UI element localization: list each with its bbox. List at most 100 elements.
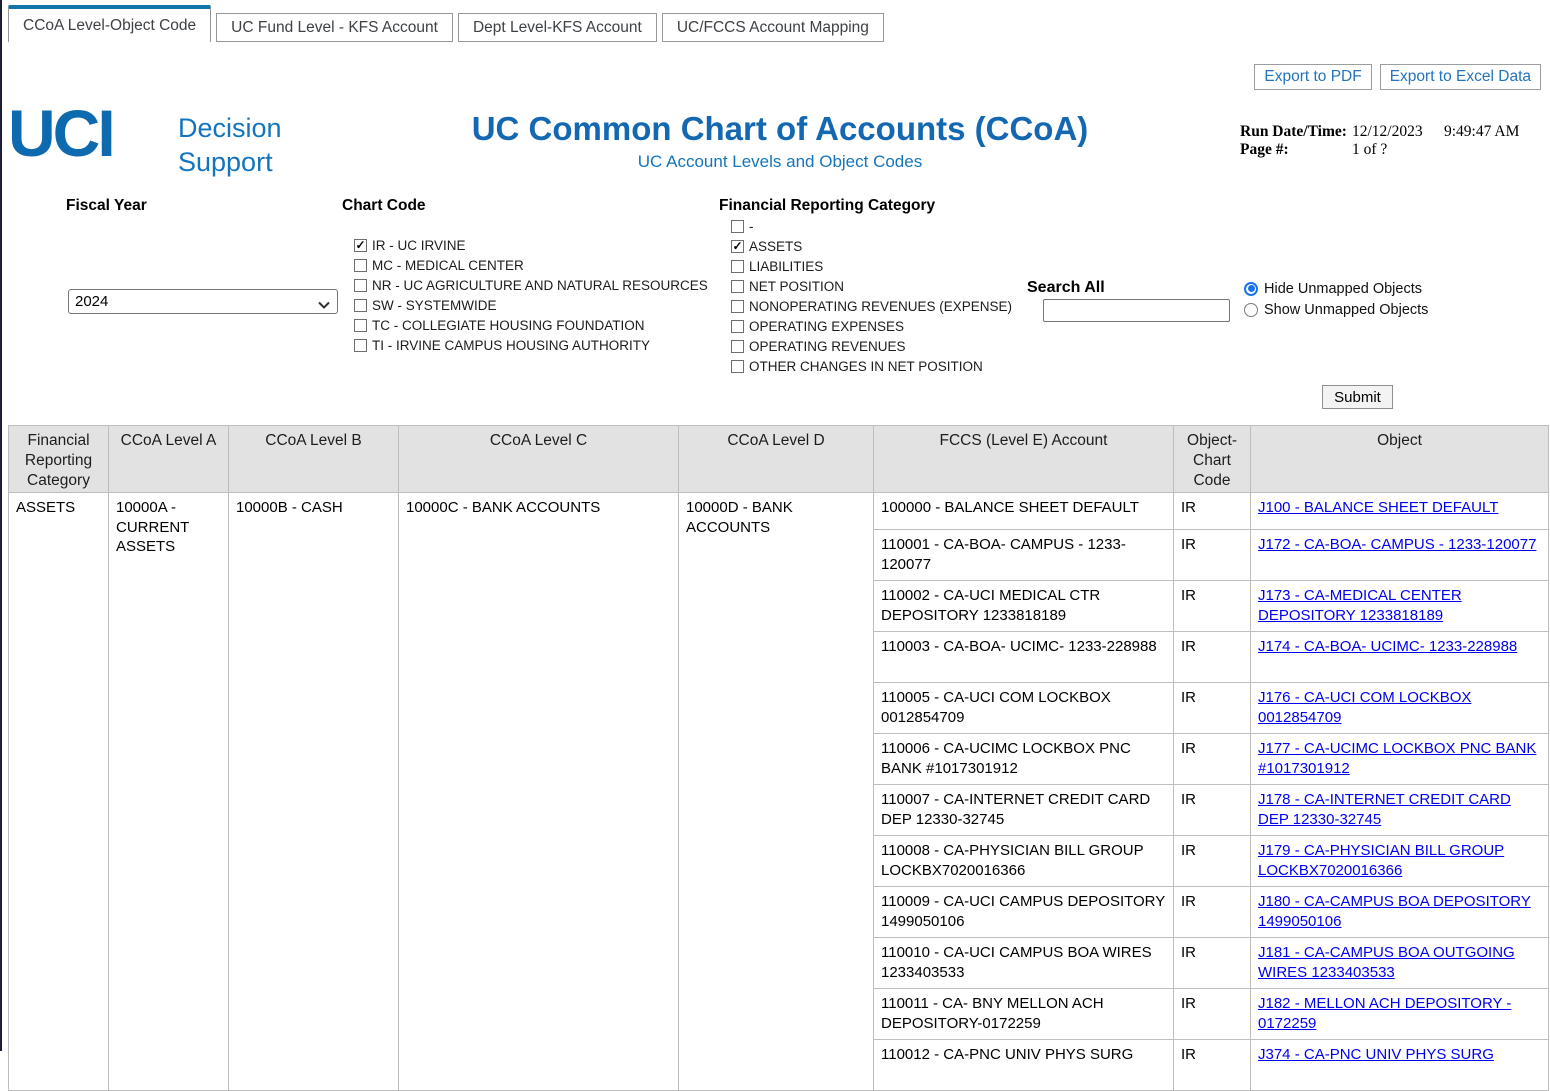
cell-fccs: 110005 - CA-UCI COM LOCKBOX 0012854709 [873,682,1174,734]
checkbox-box: ✓ [354,318,367,332]
object-link[interactable]: J176 - CA-UCI COM LOCKBOX 0012854709 [1258,689,1472,726]
fiscal-year-select[interactable]: 2024 [68,289,338,314]
run-info: Run Date/Time: 12/12/2023 9:49:47 AM Pag… [1240,123,1540,158]
checkbox-frc-liabilities[interactable]: ✓ LIABILITIES [731,259,1012,274]
run-time-value: 9:49:47 AM [1444,123,1520,140]
cell-object: J174 - CA-BOA- UCIMC- 1233-228988 [1250,631,1549,683]
logo-tagline: Decision Support [178,111,282,179]
cell-object: J172 - CA-BOA- CAMPUS - 1233-120077 [1250,529,1549,581]
table-row: 110005 - CA-UCI COM LOCKBOX 0012854709 I… [9,682,1549,734]
object-link[interactable]: J178 - CA-INTERNET CREDIT CARD DEP 12330… [1258,791,1511,828]
checkbox-frc-other-changes[interactable]: ✓ OTHER CHANGES IN NET POSITION [731,358,1012,374]
cell-chart-code: IR [1173,988,1251,1040]
cell-chart-code: IR [1173,682,1251,734]
run-date-label: Run Date/Time: [1240,123,1347,140]
radio-label: Show Unmapped Objects [1264,301,1429,318]
cell-fccs: 110002 - CA-UCI MEDICAL CTR DEPOSITORY 1… [873,580,1174,632]
cell-object: J180 - CA-CAMPUS BOA DEPOSITORY 14990501… [1250,886,1549,938]
cell-object: J173 - CA-MEDICAL CENTER DEPOSITORY 1233… [1250,580,1549,632]
checkbox-label: OPERATING EXPENSES [749,318,905,334]
submit-button[interactable]: Submit [1322,385,1393,409]
object-link[interactable]: J179 - CA-PHYSICIAN BILL GROUP LOCKBX702… [1258,842,1505,879]
cell-level-b-group: 10000B - CASH [228,492,399,1091]
table-row: 110009 - CA-UCI CAMPUS DEPOSITORY 149905… [9,886,1549,938]
object-link[interactable]: J174 - CA-BOA- UCIMC- 1233-228988 [1258,638,1518,655]
fiscal-year-label: Fiscal Year [66,197,147,214]
check-icon: ✓ [732,238,743,253]
checkbox-nr-uc-agriculture[interactable]: ✓ NR - UC AGRICULTURE AND NATURAL RESOUR… [354,277,708,293]
checkbox-box: ✓ [731,259,744,273]
checkbox-frc-operating-revenues[interactable]: ✓ OPERATING REVENUES [731,339,1012,354]
cell-fccs: 110001 - CA-BOA- CAMPUS - 1233-120077 [873,529,1174,581]
checkbox-label: TC - COLLEGIATE HOUSING FOUNDATION [372,317,645,333]
cell-fccs: 110010 - CA-UCI CAMPUS BOA WIRES 1233403… [873,937,1174,989]
tab-uc-fund-level-kfs-account[interactable]: UC Fund Level - KFS Account [216,13,453,42]
cell-fccs: 100000 - BALANCE SHEET DEFAULT [873,492,1174,530]
checkbox-box: ✓ [354,278,367,292]
object-link[interactable]: J182 - MELLON ACH DEPOSITORY - 0172259 [1258,995,1512,1032]
cell-object: J179 - CA-PHYSICIAN BILL GROUP LOCKBX702… [1250,835,1549,887]
accounts-table: Financial Reporting Category CCoA Level … [8,425,1549,1091]
tab-uc-fccs-account-mapping[interactable]: UC/FCCS Account Mapping [661,13,884,42]
cell-chart-code: IR [1173,580,1251,632]
cell-fccs: 110009 - CA-UCI CAMPUS DEPOSITORY 149905… [873,886,1174,938]
cell-object: J181 - CA-CAMPUS BOA OUTGOING WIRES 1233… [1250,937,1549,989]
table-row: ASSETS 10000A - CURRENT ASSETS 10000B - … [8,492,1549,1091]
cell-object: J374 - CA-PNC UNIV PHYS SURG [1250,1039,1549,1091]
export-toolbar: Export to PDF Export to Excel Data [1254,64,1541,90]
checkbox-mc-medical-center[interactable]: ✓ MC - MEDICAL CENTER [354,257,708,273]
uci-logo: UCI [8,96,116,170]
cell-object: J182 - MELLON ACH DEPOSITORY - 0172259 [1250,988,1549,1040]
radio-circle [1244,281,1258,296]
checkbox-frc-net-position[interactable]: ✓ NET POSITION [731,279,1012,294]
object-link[interactable]: J374 - CA-PNC UNIV PHYS SURG [1258,1046,1494,1063]
cell-chart-code: IR [1173,1039,1251,1091]
checkbox-label: - [749,218,754,234]
table-header-row: Financial Reporting Category CCoA Level … [8,425,1549,493]
checkbox-frc-assets[interactable]: ✓ ASSETS [731,238,1012,254]
cell-fccs: 110007 - CA-INTERNET CREDIT CARD DEP 123… [873,784,1174,836]
checkbox-label: NONOPERATING REVENUES (EXPENSE) [749,298,1013,314]
object-link[interactable]: J177 - CA-UCIMC LOCKBOX PNC BANK #101730… [1258,740,1537,777]
checkbox-box: ✓ [354,298,367,312]
table-row: 110008 - CA-PHYSICIAN BILL GROUP LOCKBX7… [9,835,1549,887]
tab-dept-level-kfs-account[interactable]: Dept Level-KFS Account [457,13,657,42]
checkbox-box: ✓ [354,338,367,352]
export-pdf-button[interactable]: Export to PDF [1254,64,1372,90]
checkbox-label: NR - UC AGRICULTURE AND NATURAL RESOURCE… [372,277,708,293]
object-link[interactable]: J181 - CA-CAMPUS BOA OUTGOING WIRES 1233… [1258,944,1515,981]
cell-object: J176 - CA-UCI COM LOCKBOX 0012854709 [1250,682,1549,734]
col-fccs-level-e-account: FCCS (Level E) Account [873,425,1174,493]
cell-chart-code: IR [1173,631,1251,683]
checkbox-sw-systemwide[interactable]: ✓ SW - SYSTEMWIDE [354,297,708,313]
cell-chart-code: IR [1173,937,1251,989]
chart-code-label: Chart Code [342,197,426,214]
object-link[interactable]: J100 - BALANCE SHEET DEFAULT [1258,499,1499,516]
checkbox-label: MC - MEDICAL CENTER [372,257,524,273]
tab-ccoa-level-object-code[interactable]: CCoA Level-Object Code [8,5,212,42]
checkbox-frc-nonoperating-revenues[interactable]: ✓ NONOPERATING REVENUES (EXPENSE) [731,298,1013,314]
export-excel-button[interactable]: Export to Excel Data [1379,64,1541,90]
checkbox-box: ✓ [354,258,367,272]
object-link[interactable]: J172 - CA-BOA- CAMPUS - 1233-120077 [1258,536,1537,553]
checkbox-label: OTHER CHANGES IN NET POSITION [749,358,983,374]
radio-dot [1247,285,1255,292]
radio-show-unmapped-objects[interactable]: Show Unmapped Objects [1244,301,1429,318]
cell-chart-code: IR [1173,492,1251,530]
checkbox-box: ✓ [731,319,744,333]
checkbox-frc-operating-expenses[interactable]: ✓ OPERATING EXPENSES [731,318,1012,334]
checkbox-ti-irvine-campus-housing[interactable]: ✓ TI - IRVINE CAMPUS HOUSING AUTHORITY [354,338,708,353]
object-link[interactable]: J173 - CA-MEDICAL CENTER DEPOSITORY 1233… [1258,587,1462,624]
search-all-input[interactable] [1043,299,1230,322]
object-link[interactable]: J180 - CA-CAMPUS BOA DEPOSITORY 14990501… [1258,893,1531,930]
checkbox-ir-uc-irvine[interactable]: ✓ IR - UC IRVINE [354,238,708,253]
cell-fccs: 110006 - CA-UCIMC LOCKBOX PNC BANK #1017… [873,733,1174,785]
checkbox-label: SW - SYSTEMWIDE [372,297,497,313]
logo-tagline-line2: Support [178,147,273,178]
cell-fccs: 110003 - CA-BOA- UCIMC- 1233-228988 [873,631,1174,683]
run-date-value: 12/12/2023 [1352,123,1423,140]
checkbox-tc-collegiate-housing[interactable]: ✓ TC - COLLEGIATE HOUSING FOUNDATION [354,317,708,333]
radio-hide-unmapped-objects[interactable]: Hide Unmapped Objects [1244,281,1428,297]
cell-chart-code: IR [1173,529,1251,581]
checkbox-frc-dash[interactable]: ✓ - [731,218,1012,234]
